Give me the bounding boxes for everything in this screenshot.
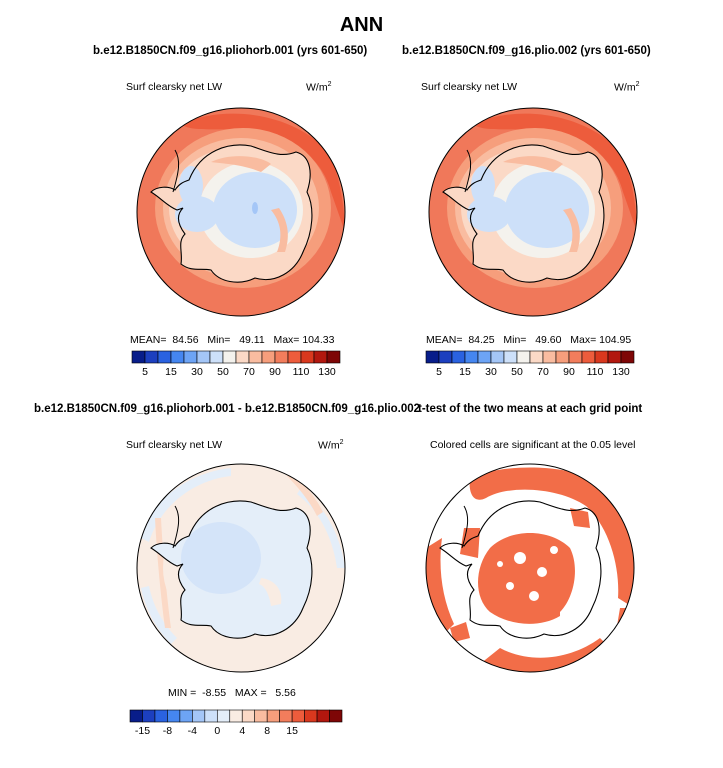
- panel-bottom-right-title: t-test of the two means at each grid poi…: [418, 403, 643, 415]
- coast-warm2-tr: [563, 208, 580, 252]
- coast-warm2-tl: [271, 208, 288, 252]
- map-boundary-tr: [428, 107, 638, 317]
- panel-top-right-variable: Surf clearsky net LW: [421, 81, 518, 93]
- min-spot-tl: [252, 202, 258, 214]
- colorbar-bl-tick-label: 4: [239, 725, 245, 737]
- diff-neg-band2-bl: [297, 488, 345, 568]
- figure-title: ANN: [339, 14, 384, 36]
- colorbar-tr-tick-label: 50: [511, 366, 523, 378]
- colorbar-bl-swatch: [329, 709, 343, 723]
- panel-top-right-title: b.e12.B1850CN.f09_g16.plio.002 (yrs 601-…: [402, 45, 651, 57]
- panel-top-left-stats: MEAN= 84.56 Min= 49.11 Max= 104.33: [130, 334, 335, 346]
- colorbar-bl-tick-label: -15: [135, 725, 150, 737]
- panel-bottom-left-title: b.e12.B1850CN.f09_g16.pliohorb.001 - b.e…: [34, 403, 421, 415]
- peninsula-bl: [172, 505, 180, 549]
- panel-bottom-left-variable: Surf clearsky net LW: [126, 439, 223, 451]
- band-high-tl: [181, 113, 345, 232]
- diff-neg-band1-bl: [141, 468, 231, 542]
- panel-bottom-left-units: W/m2: [318, 439, 344, 452]
- colorbar-bl-tick-label: 8: [264, 725, 270, 737]
- peninsula-br: [461, 505, 469, 549]
- panel-top-left-variable: Surf clearsky net LW: [126, 81, 223, 93]
- colorbar-tr-tick-label: 70: [537, 366, 549, 378]
- colorbar-tl-swatch: [326, 350, 341, 364]
- colorbar-tl-tick-label: 110: [293, 366, 310, 378]
- colorbar-bl-tick-label: 15: [286, 725, 298, 737]
- ross-ice-tl: [175, 196, 219, 232]
- colorbar-tr-tick-label: 110: [587, 366, 604, 378]
- ross-ice-tr: [467, 196, 511, 232]
- panel-top-right-stats: MEAN= 84.25 Min= 49.60 Max= 104.95: [426, 334, 632, 346]
- colorbar-bl-tick-label: -8: [163, 725, 172, 737]
- panel-top-left-title: b.e12.B1850CN.f09_g16.pliohorb.001 (yrs …: [93, 45, 368, 57]
- panel-top-left-units: W/m2: [306, 81, 332, 94]
- peninsula-tl: [172, 149, 180, 193]
- map-boundary-br: [425, 463, 635, 673]
- colorbar-bl-tick-label: 0: [214, 725, 220, 737]
- colorbar-tl-tick-label: 70: [243, 366, 255, 378]
- map-boundary-bl: [136, 463, 346, 673]
- panel-bottom-right-subtitle: Colored cells are significant at the 0.0…: [430, 439, 636, 451]
- colorbar-tl-tick-label: 15: [165, 366, 177, 378]
- colorbar-tr-tick-label: 15: [459, 366, 471, 378]
- diff-neg-band3-bl: [141, 586, 177, 644]
- map-boundary-tl: [136, 107, 346, 317]
- diff-interior-bl: [181, 522, 261, 594]
- colorbar-tl-tick-label: 90: [269, 366, 281, 378]
- plateau-tr: [505, 172, 589, 248]
- panel-top-right-units: W/m2: [614, 81, 640, 94]
- colorbar-bl-tick-label: -4: [188, 725, 197, 737]
- peninsula-tr: [464, 149, 472, 193]
- coast-warm-tl: [211, 156, 271, 172]
- weddell-ice-tl: [179, 166, 203, 206]
- coast-warm-tr: [503, 156, 563, 172]
- colorbar-tr-tick-label: 5: [436, 366, 442, 378]
- panel-bottom-left-stats: MIN = -8.55 MAX = 5.56: [168, 687, 296, 699]
- significance-gaps: [497, 546, 558, 601]
- diff-pos-streak2-bl: [287, 472, 323, 516]
- colorbar-tl-tick-label: 50: [217, 366, 229, 378]
- colorbar-tr-tick-label: 90: [563, 366, 575, 378]
- colorbar-tr-tick-label: 130: [612, 366, 630, 378]
- colorbar-tl-tick-label: 130: [318, 366, 336, 378]
- colorbar-tl-tick-label: 30: [191, 366, 203, 378]
- colorbar-tr-tick-label: 30: [485, 366, 497, 378]
- weddell-ice-tr: [471, 166, 495, 206]
- colorbar-tl-tick-label: 5: [142, 366, 148, 378]
- band-high-tr: [473, 113, 637, 232]
- diff-pos-patch-bl: [259, 578, 282, 606]
- colorbar-tr-swatch: [620, 350, 635, 364]
